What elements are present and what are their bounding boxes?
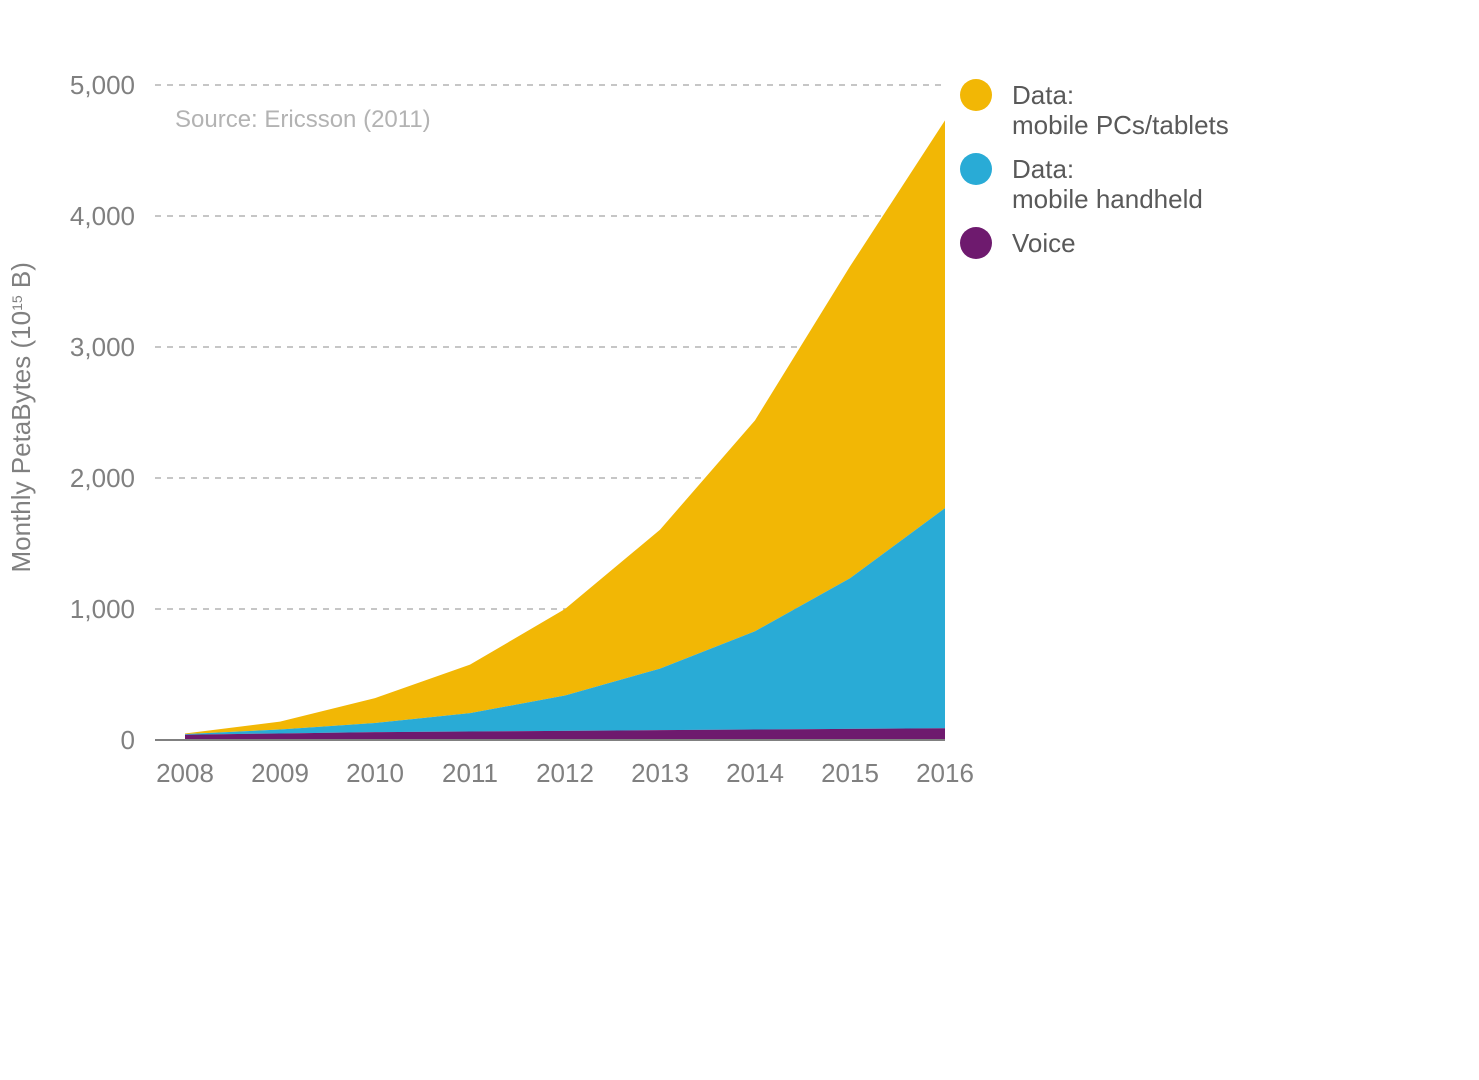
legend-label-line2: mobile PCs/tablets [1012, 110, 1229, 140]
legend-marker [960, 79, 992, 111]
y-tick-label: 5,000 [70, 70, 135, 100]
legend-label: Voice [1012, 228, 1076, 258]
x-tick-label: 2011 [442, 758, 498, 788]
x-tick-label: 2016 [916, 758, 974, 788]
x-tick-label: 2008 [156, 758, 214, 788]
y-tick-label: 3,000 [70, 332, 135, 362]
y-tick-label: 1,000 [70, 594, 135, 624]
x-tick-label: 2009 [251, 758, 309, 788]
legend-label-line2: mobile handheld [1012, 184, 1203, 214]
legend-marker [960, 153, 992, 185]
stacked-area-chart: 0 1,000 2,000 3,000 4,000 5,000 2008 2009 2010 20… [0, 0, 1479, 1080]
chart-container: 0 1,000 2,000 3,000 4,000 5,000 2008 2009 2010 20… [0, 0, 1479, 1080]
x-tick-label: 2010 [346, 758, 404, 788]
x-tick-label: 2013 [631, 758, 689, 788]
legend-label: Data: [1012, 154, 1074, 184]
y-tick-label: 0 [121, 725, 135, 755]
source-note: Source: Ericsson (2011) [175, 106, 431, 133]
x-tick-label: 2014 [726, 758, 784, 788]
y-tick-label: 2,000 [70, 463, 135, 493]
x-tick-label: 2015 [821, 758, 879, 788]
legend-marker [960, 227, 992, 259]
x-tick-label: 2012 [536, 758, 594, 788]
y-tick-label: 4,000 [70, 201, 135, 231]
y-axis-title: Monthly PetaBytes (1015 B) [6, 262, 36, 572]
legend-label: Data: [1012, 80, 1074, 110]
